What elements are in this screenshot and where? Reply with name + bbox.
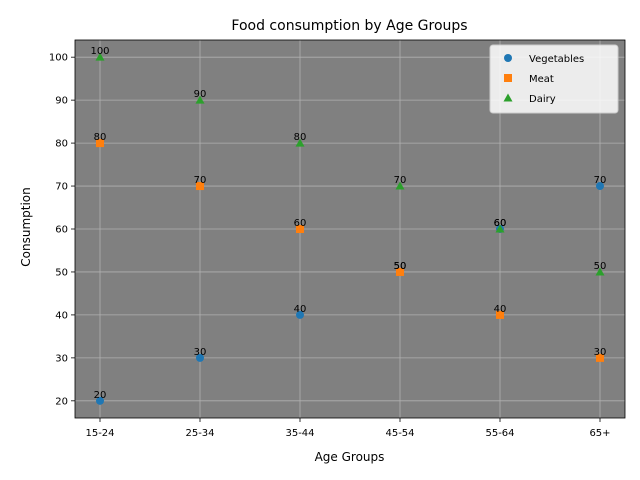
dairy-data-label: 80	[294, 132, 307, 143]
y-tick-label: 40	[55, 310, 68, 321]
legend-label-vegetables: Vegetables	[529, 54, 584, 65]
dairy-data-label: 90	[194, 89, 207, 100]
meat-data-label: 30	[594, 347, 607, 358]
dairy-data-label: 70	[394, 175, 407, 186]
vegetables-point	[196, 353, 204, 362]
meat-data-label: 50	[394, 261, 407, 272]
y-tick-label: 60	[55, 225, 68, 236]
dairy-data-label: 60	[494, 218, 507, 229]
axes: 15-24 25-34 35-44 45-54 55-64 65+ 20 30 40 50 60 70…	[49, 39, 626, 439]
vegetables-data-label: 70	[594, 175, 607, 186]
y-axis-label: Consumption	[19, 187, 33, 266]
y-tick-label: 30	[55, 353, 68, 364]
dairy-point	[495, 224, 505, 233]
dairy-point	[95, 52, 105, 61]
legend-marker-dairy	[503, 93, 513, 102]
y-tick-label: 90	[55, 96, 68, 107]
meat-data-label: 60	[294, 218, 307, 229]
data-points	[95, 52, 605, 405]
dairy-data-label: 50	[594, 261, 607, 272]
legend-box	[489, 44, 619, 114]
x-tick-label: 35-44	[285, 428, 314, 439]
vegetables-point	[296, 310, 304, 319]
y-tick-label: 70	[55, 182, 68, 193]
legend-marker-meat	[504, 74, 512, 82]
legend-label-meat: Meat	[529, 74, 554, 85]
meat-point	[196, 182, 204, 191]
meat-point	[396, 267, 404, 276]
meat-data-label: 80	[94, 132, 107, 143]
chart-title: Food consumption by Age Groups	[231, 18, 467, 34]
legend: Vegetables Meat Dairy	[489, 44, 619, 114]
dairy-point	[295, 138, 305, 147]
vegetables-data-label: 20	[94, 390, 107, 401]
vegetables-point	[96, 396, 104, 405]
dairy-point	[595, 267, 605, 276]
meat-data-label: 40	[494, 304, 507, 315]
meat-data-label: 70	[194, 175, 207, 186]
x-tick-label: 65+	[589, 428, 610, 439]
y-tick-label: 50	[55, 267, 68, 278]
x-tick-label: 55-64	[485, 428, 514, 439]
dairy-point	[395, 181, 405, 190]
plot-frame	[74, 39, 626, 419]
vegetables-point	[596, 182, 604, 191]
vegetables-data-label: 50	[394, 261, 407, 272]
vegetables-data-label: 30	[194, 347, 207, 358]
x-tick-label: 45-54	[385, 428, 414, 439]
y-tick-label: 80	[55, 139, 68, 150]
meat-point	[596, 353, 604, 362]
legend-label-dairy: Dairy	[529, 94, 556, 105]
dairy-data-label: 100	[90, 46, 109, 57]
x-tick-label: 15-24	[85, 428, 114, 439]
grid-lines	[75, 40, 625, 418]
x-axis-label: Age Groups	[315, 450, 385, 464]
meat-point	[96, 139, 104, 148]
meat-point	[496, 310, 504, 319]
y-tick-label: 20	[55, 396, 68, 407]
legend-marker-vegetables	[504, 54, 512, 62]
meat-point	[296, 225, 304, 233]
y-tick-label: 100	[49, 53, 68, 64]
vegetables-data-label: 40	[294, 304, 307, 315]
vegetables-data-label: 60	[494, 218, 507, 229]
x-tick-label: 25-34	[185, 428, 214, 439]
dairy-point	[195, 95, 205, 104]
